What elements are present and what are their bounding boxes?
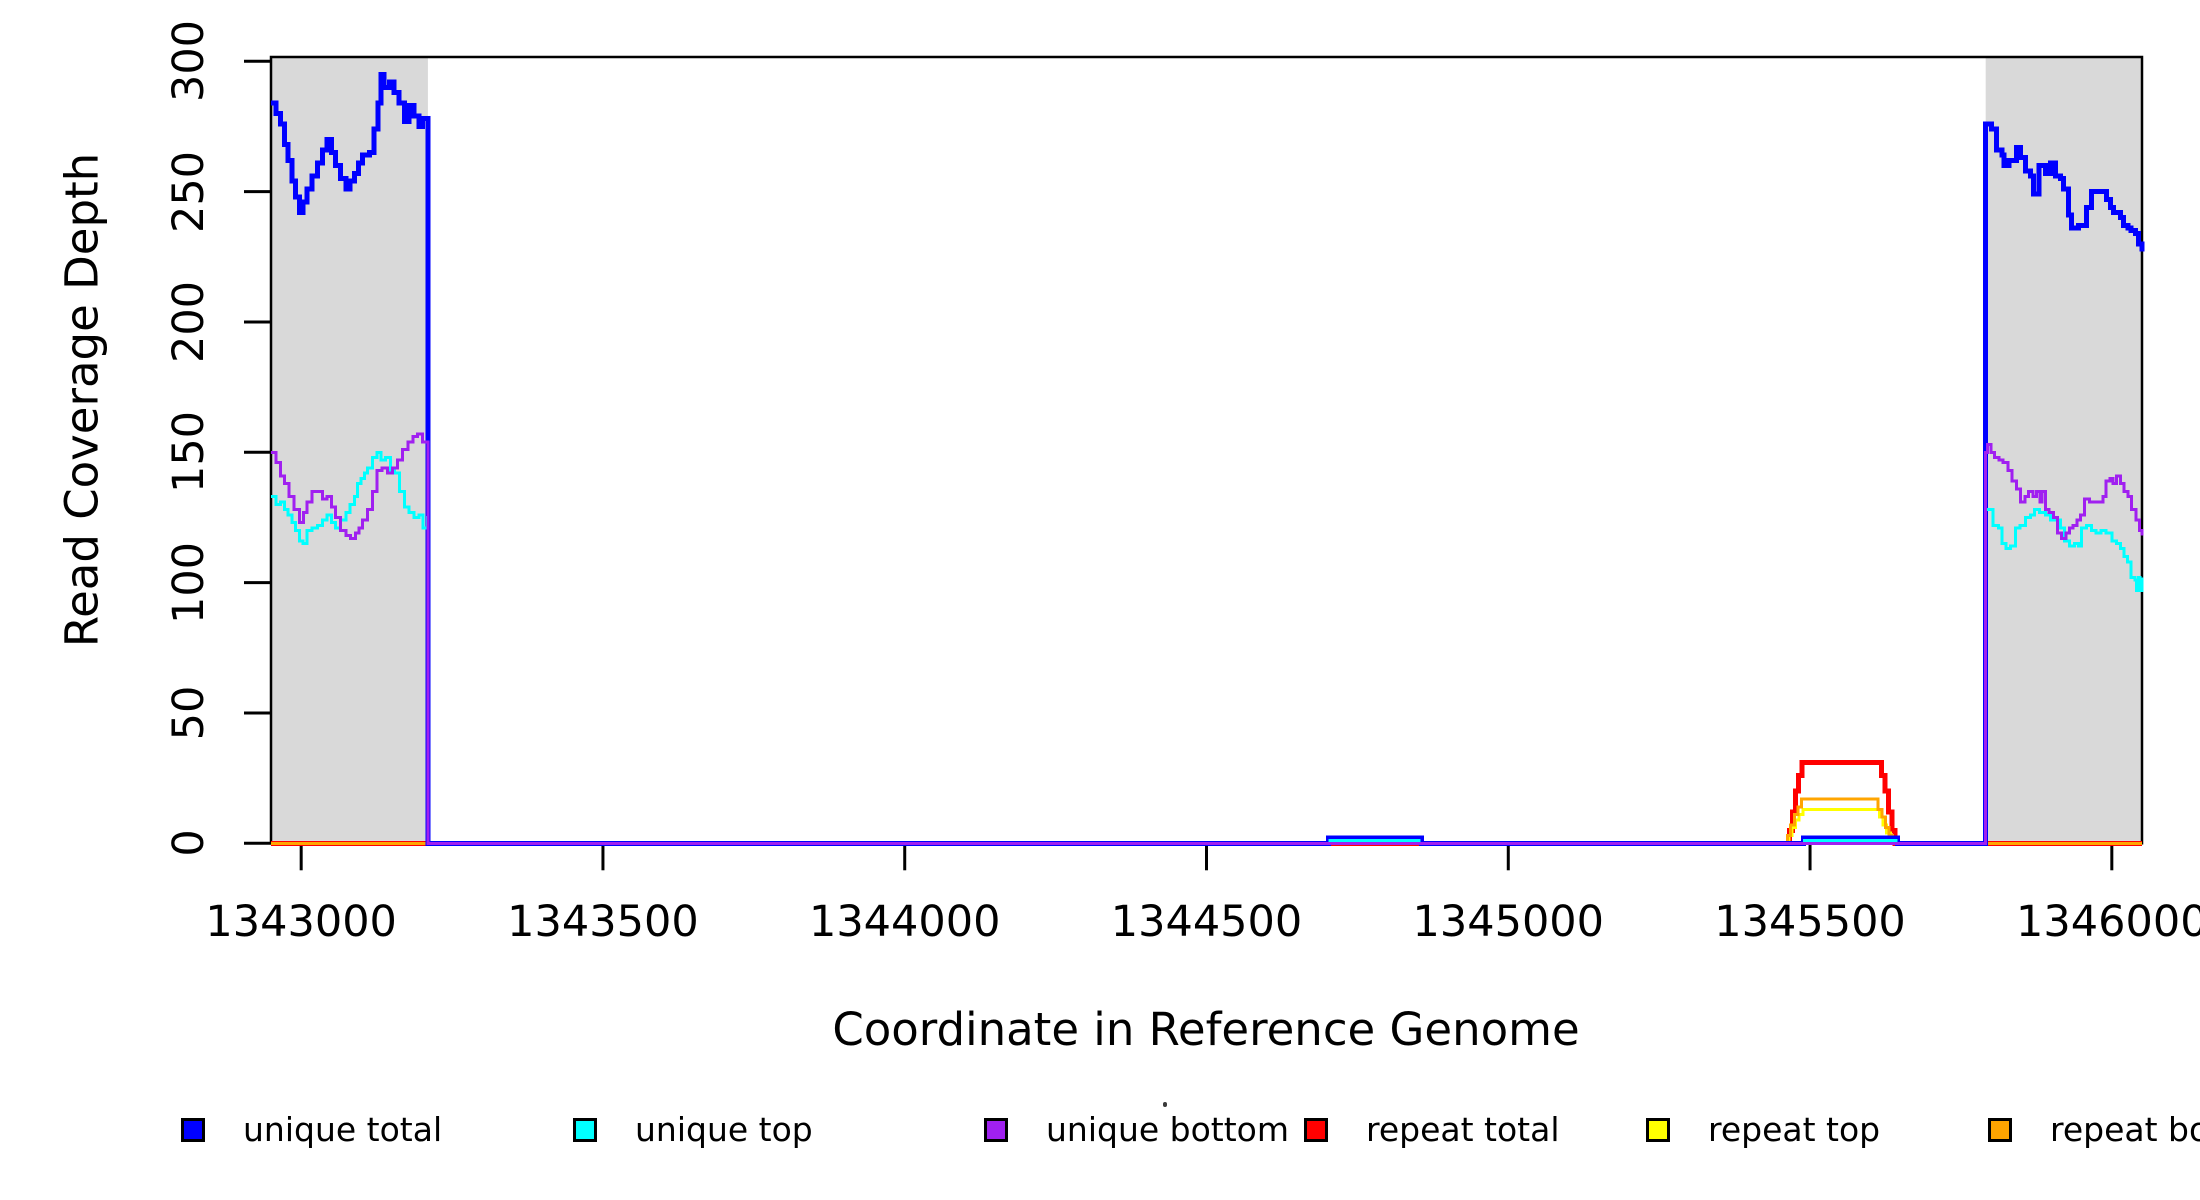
legend-item-repeat-total: repeat total (1304, 1113, 1560, 1147)
series-line-repeat-total (271, 760, 2142, 846)
legend-swatch-icon (984, 1118, 1008, 1142)
highlight-bands (271, 57, 2142, 844)
x-tick-label: 1345000 (1412, 897, 1605, 947)
legend-item-unique-top: unique top (573, 1113, 813, 1147)
x-tick-label: 1346000 (2016, 897, 2200, 947)
legend-item-unique-bottom: unique bottom (984, 1113, 1289, 1147)
series-line-unique-top (271, 450, 2144, 845)
series-line-repeat-bottom (271, 797, 2142, 845)
legend-label: repeat bottom (2050, 1110, 2200, 1149)
legend-item-repeat-top: repeat top (1646, 1113, 1880, 1147)
y-tick-label: 100 (164, 541, 214, 624)
y-tick-label: 250 (164, 150, 214, 233)
y-tick-label: 50 (164, 685, 214, 741)
highlight-band-right-flank (1985, 57, 2142, 844)
legend-swatch-icon (1304, 1118, 1328, 1142)
x-tick-label: 1343500 (507, 897, 699, 947)
legend-swatch-icon (181, 1118, 205, 1142)
x-tick-label: 1345500 (1714, 897, 1906, 947)
y-tick-label: 0 (164, 829, 214, 857)
legend-label: unique total (243, 1110, 443, 1149)
legend-label: unique bottom (1046, 1110, 1290, 1149)
x-axis-title: Coordinate in Reference Genome (832, 1003, 1580, 1056)
legend-swatch-icon (1646, 1118, 1670, 1142)
y-tick-label: 300 (164, 20, 214, 103)
legend-label: repeat total (1366, 1110, 1560, 1149)
legend-item-repeat-bottom: repeat bottom (1988, 1113, 2200, 1147)
x-tick-label: 1344500 (1110, 897, 1303, 947)
series-line-unique-total (271, 71, 2145, 846)
x-tick-label: 1344000 (808, 897, 1001, 947)
y-axis-title: Read Coverage Depth (55, 152, 109, 648)
legend-item-unique-total: unique total (181, 1113, 442, 1147)
y-tick-label: 200 (164, 280, 214, 363)
data-series-lines (271, 71, 2145, 846)
legend-swatch-icon (1988, 1118, 2012, 1142)
legend-label: repeat top (1708, 1110, 1881, 1149)
series-line-unique-bottom (271, 432, 2144, 845)
axis-tick-marks (244, 59, 2114, 871)
legend-swatch-icon (573, 1118, 597, 1142)
plot-border-box (269, 55, 2144, 845)
legend-label: unique top (635, 1110, 813, 1149)
y-tick-label: 150 (164, 411, 214, 494)
x-tick-label: 1343000 (205, 897, 397, 947)
stray-dot-artifact (1163, 1102, 1167, 1107)
